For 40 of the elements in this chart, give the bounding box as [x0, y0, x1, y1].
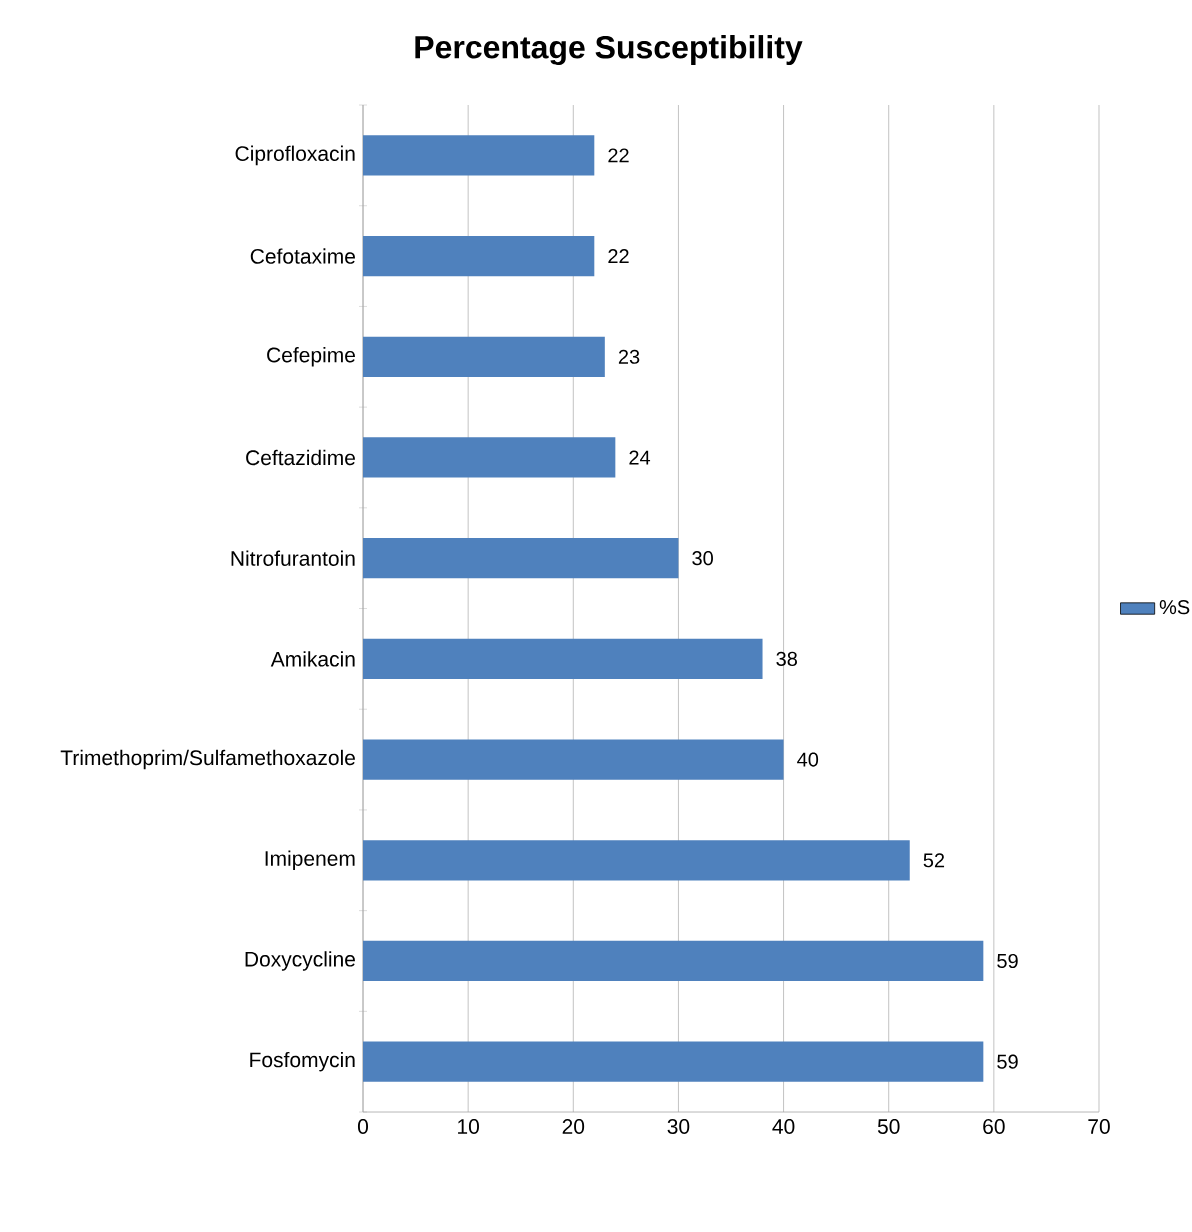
bar [363, 940, 984, 982]
data-label: 24 [629, 450, 651, 465]
bar [363, 437, 616, 478]
chart-title: Percentage Susceptibility [415, 35, 803, 66]
legend-label: %S [1159, 600, 1190, 615]
data-label: 22 [608, 249, 629, 264]
bar [363, 135, 595, 176]
y-tick-label: Doxycycline [245, 951, 355, 971]
data-label: 59 [997, 1054, 1018, 1069]
data-label: 38 [776, 651, 797, 666]
y-tick-label: Amikacin [270, 651, 355, 667]
data-label: 22 [608, 148, 629, 163]
y-tick-label: Imipenem [265, 850, 355, 871]
data-label: 23 [618, 349, 640, 364]
bar [363, 739, 784, 780]
y-tick-label: Ciprofloxacin [235, 145, 355, 166]
bar [363, 840, 910, 881]
x-tick-label: 70 [1088, 1119, 1110, 1134]
bar [363, 538, 679, 579]
x-tick-label: 30 [667, 1119, 690, 1134]
data-label: 59 [997, 953, 1018, 969]
x-tick-label: 0 [357, 1119, 369, 1134]
y-tick-label: Cefepime [267, 347, 355, 367]
y-tick-label: Fosfomycin [250, 1051, 355, 1072]
y-tick-label: Cefotaxime [250, 248, 355, 264]
data-label: 30 [692, 551, 713, 566]
y-tick-label: Ceftazidime [246, 449, 355, 466]
x-tick-label: 60 [983, 1119, 1005, 1134]
y-tick-label: Trimethoprim/Sulfamethoxazole [60, 749, 355, 770]
x-tick-label: 40 [772, 1119, 795, 1134]
data-label: 40 [797, 752, 819, 767]
y-tick-label: Nitrofurantoin [231, 550, 355, 566]
bar [363, 336, 605, 377]
data-label: 52 [923, 853, 945, 868]
x-tick-label: 10 [458, 1119, 479, 1134]
x-tick-label: 20 [562, 1119, 585, 1134]
bar [363, 638, 763, 680]
x-tick-label: 50 [877, 1119, 900, 1134]
bar [363, 1041, 984, 1082]
bar [363, 235, 595, 277]
